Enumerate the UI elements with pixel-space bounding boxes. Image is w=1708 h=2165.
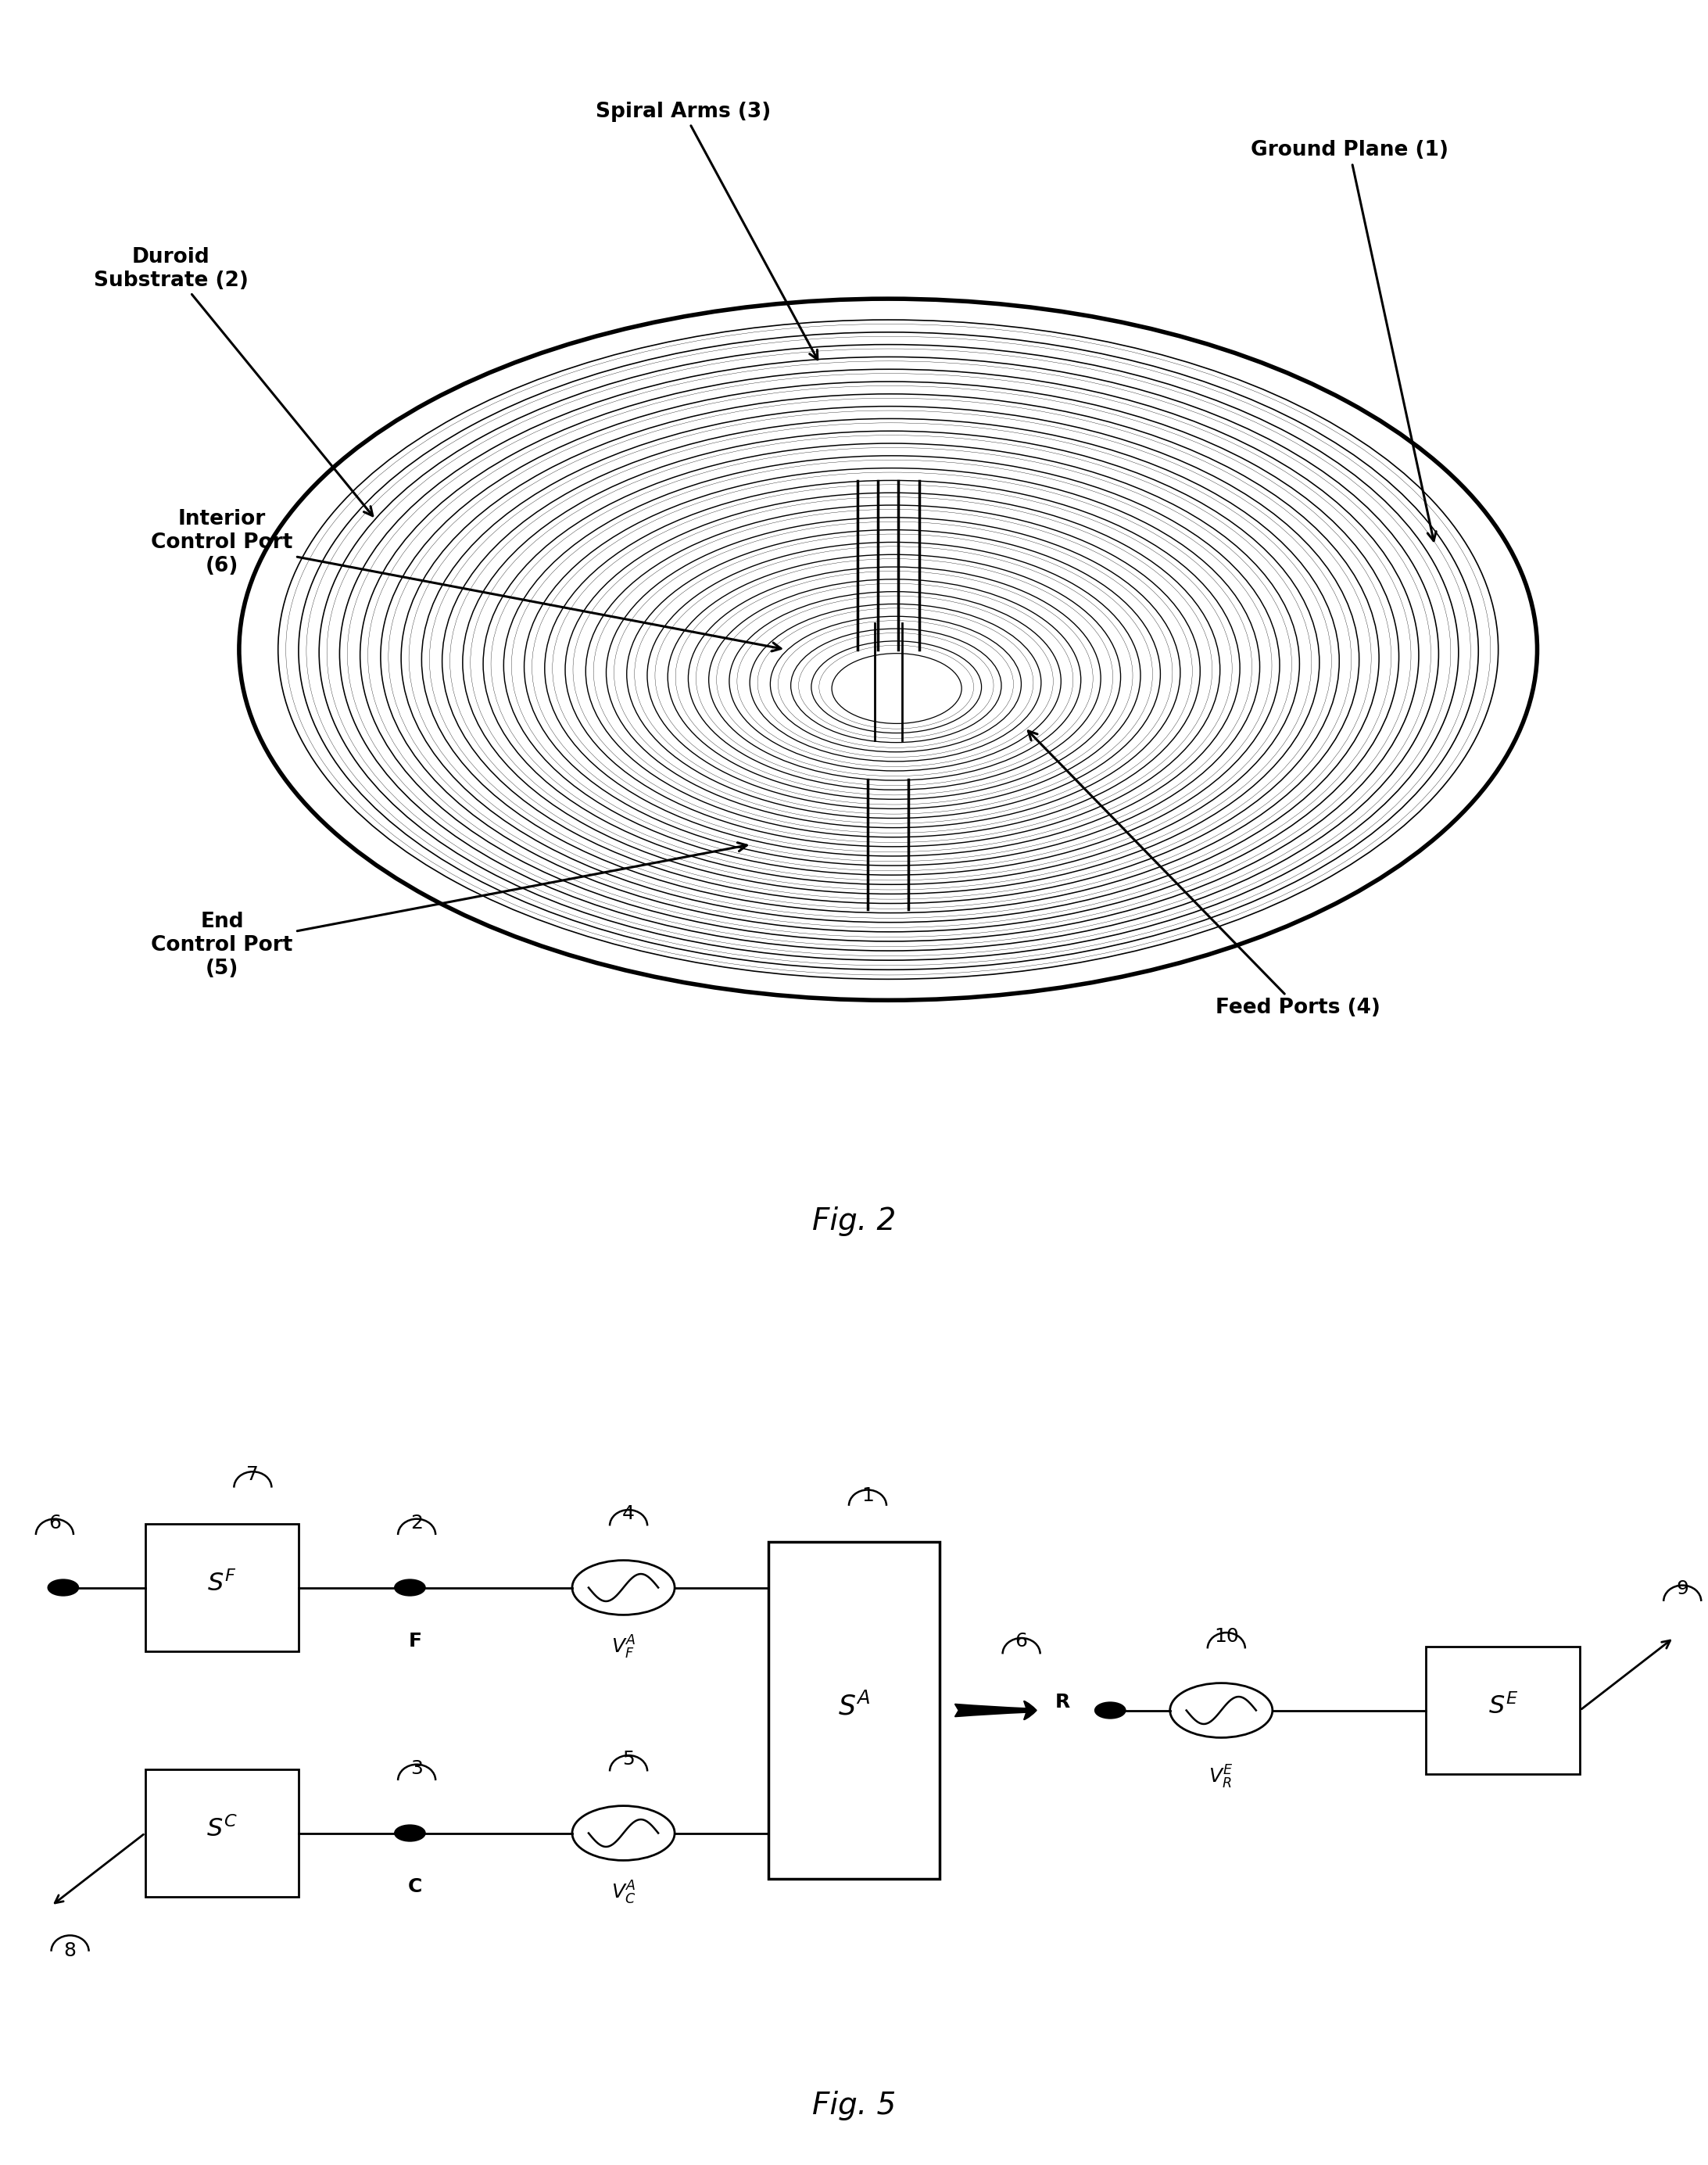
Text: 9: 9 bbox=[1676, 1578, 1689, 1598]
Text: Interior
Control Port
(6): Interior Control Port (6) bbox=[150, 509, 781, 652]
Text: 6: 6 bbox=[48, 1513, 61, 1533]
Text: 10: 10 bbox=[1214, 1628, 1238, 1645]
Text: $S^C$: $S^C$ bbox=[207, 1816, 237, 1842]
Text: 5: 5 bbox=[622, 1749, 635, 1769]
Text: Spiral Arms (3): Spiral Arms (3) bbox=[596, 102, 818, 359]
Bar bbox=[145, 1769, 299, 1897]
Text: $V_R^E$: $V_R^E$ bbox=[1209, 1764, 1233, 1790]
Text: $S^E$: $S^E$ bbox=[1488, 1693, 1518, 1719]
Text: $S^A$: $S^A$ bbox=[839, 1693, 869, 1721]
Circle shape bbox=[395, 1580, 425, 1596]
Bar bbox=[1426, 1648, 1580, 1773]
Text: Ground Plane (1): Ground Plane (1) bbox=[1250, 141, 1448, 541]
Bar bbox=[769, 1541, 939, 1879]
Text: F: F bbox=[408, 1632, 422, 1650]
Text: 1: 1 bbox=[861, 1487, 874, 1505]
Bar bbox=[145, 1524, 299, 1652]
Circle shape bbox=[395, 1825, 425, 1840]
Text: $S^F$: $S^F$ bbox=[207, 1572, 237, 1598]
Text: Feed Ports (4): Feed Ports (4) bbox=[1028, 732, 1380, 1018]
Text: 3: 3 bbox=[410, 1760, 424, 1777]
Text: 6: 6 bbox=[1015, 1632, 1028, 1650]
Text: C: C bbox=[408, 1877, 422, 1897]
Text: Duroid
Substrate (2): Duroid Substrate (2) bbox=[94, 247, 372, 515]
Circle shape bbox=[1095, 1702, 1126, 1719]
Text: End
Control Port
(5): End Control Port (5) bbox=[150, 842, 746, 979]
Text: 7: 7 bbox=[246, 1466, 260, 1485]
Text: 8: 8 bbox=[63, 1942, 77, 1959]
Text: 4: 4 bbox=[622, 1505, 635, 1524]
Text: R: R bbox=[1056, 1693, 1069, 1713]
Text: Fig. 5: Fig. 5 bbox=[811, 2091, 897, 2122]
Text: 2: 2 bbox=[410, 1513, 424, 1533]
Text: $V_C^A$: $V_C^A$ bbox=[611, 1879, 635, 1905]
Text: Fig. 2: Fig. 2 bbox=[811, 1206, 897, 1236]
Text: $V_F^A$: $V_F^A$ bbox=[611, 1635, 635, 1661]
Circle shape bbox=[48, 1580, 79, 1596]
